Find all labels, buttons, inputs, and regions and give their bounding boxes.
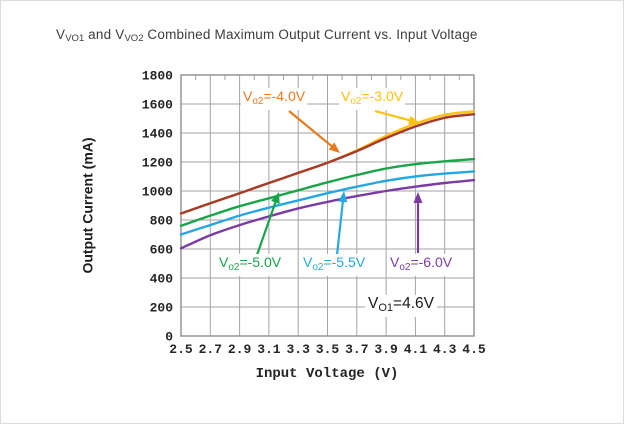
series-line-vo2-5-0v: [179, 157, 476, 227]
x-tick-label: 3.3: [286, 342, 310, 357]
x-tick-label: 4.1: [404, 342, 428, 357]
title-text: Combined Maximum Output Current vs. Inpu…: [143, 27, 478, 42]
curve-arrow-head-vo2-minus-4-0v: [328, 142, 340, 153]
x-tick-label: 3.1: [257, 342, 281, 357]
curve-arrow-head-vo2-minus-3-0v: [408, 115, 420, 125]
y-tick-label: 1800: [142, 69, 173, 84]
y-tick-label: 600: [150, 243, 174, 258]
plot-border: [180, 74, 475, 337]
x-tick-label: 4.5: [462, 342, 486, 357]
curve-arrow-line-vo2-minus-5-0v: [255, 197, 278, 256]
y-tick-label: 1400: [142, 127, 173, 142]
x-tick-label: 2.7: [199, 342, 222, 357]
title-text: and V: [84, 27, 125, 42]
curve-arrow-line-vo2-minus-3-0v: [374, 109, 414, 123]
x-tick-label: 3.9: [374, 342, 398, 357]
y-tick-label: 200: [150, 301, 174, 316]
y-tick-label: 1000: [142, 185, 173, 200]
title-subscript-vo2: VO2: [124, 33, 144, 44]
x-tick-label: 3.5: [316, 342, 340, 357]
x-tick-label: 3.7: [345, 342, 368, 357]
x-tick-label: 2.5: [169, 342, 193, 357]
y-tick-label: 1200: [142, 156, 173, 171]
y-tick-label: 0: [165, 330, 173, 345]
y-tick-label: 800: [150, 214, 174, 229]
series-line-vo2-5-5v: [179, 170, 476, 236]
y-tick-label: 1600: [142, 98, 173, 113]
x-tick-label: 2.9: [228, 342, 252, 357]
y-tick-label: 400: [150, 272, 174, 287]
curve-arrow-head-vo2-minus-5-0v: [271, 192, 280, 204]
x-axis-label: Input Voltage (V): [255, 366, 399, 382]
x-tick-label: 4.3: [433, 342, 457, 357]
curve-arrow-line-vo2-minus-5-5v: [335, 197, 345, 256]
curve-arrow-head-vo2-minus-6-0v: [413, 192, 423, 203]
title-text: V: [56, 27, 66, 42]
title-subscript-vo1: VO1: [65, 33, 85, 44]
curve-arrow-line-vo2-minus-4-0v: [288, 110, 336, 150]
curve-arrow-head-vo2-minus-5-5v: [338, 191, 348, 203]
chart-title: VVO1 and VVO2 Combined Maximum Output Cu…: [56, 27, 478, 44]
series-line-vo2-4-0v: [179, 113, 476, 215]
y-axis-label: Output Current (mA): [79, 137, 96, 274]
series-line-vo2-6-0v: [179, 178, 476, 250]
